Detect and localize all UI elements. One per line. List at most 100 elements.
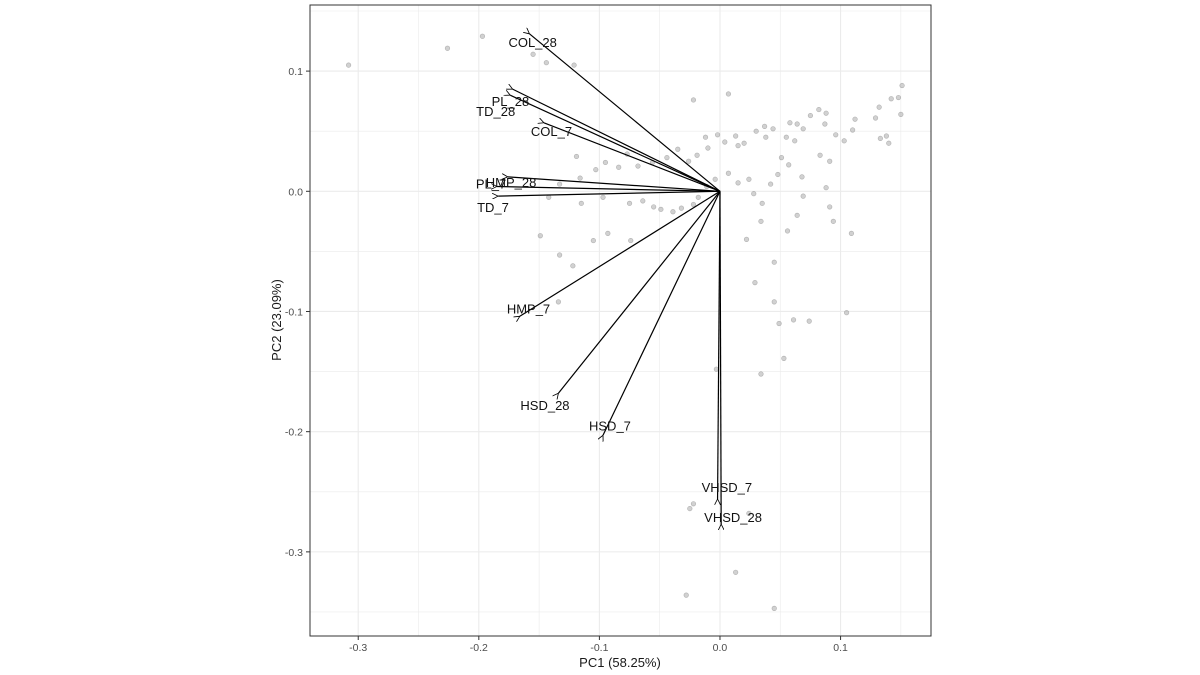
score-point: [705, 145, 711, 151]
score-point: [816, 106, 822, 113]
score-point: [616, 164, 622, 170]
score-point: [345, 62, 352, 68]
score-point: [758, 218, 764, 224]
x-tick-label: 0.1: [833, 642, 848, 654]
score-point: [537, 233, 543, 239]
score-point: [702, 134, 709, 140]
score-point: [600, 194, 606, 200]
x-axis-title: PC1 (58.25%): [579, 655, 661, 670]
loading-label: COL_28: [508, 35, 556, 50]
score-point: [752, 280, 758, 286]
score-point: [781, 355, 787, 361]
loading-arrows: [497, 34, 721, 524]
score-point: [783, 134, 789, 140]
score-point: [799, 174, 805, 180]
score-point: [713, 366, 719, 372]
score-point: [888, 96, 894, 102]
score-point: [651, 204, 657, 210]
score-point: [628, 237, 634, 244]
score-point: [687, 505, 693, 512]
score-point: [886, 140, 892, 146]
score-point: [530, 51, 536, 57]
score-point: [827, 158, 833, 164]
score-point: [751, 191, 757, 197]
score-point: [794, 121, 800, 127]
score-points: [345, 33, 905, 611]
score-point: [786, 162, 792, 168]
x-tick-label: 0.0: [713, 642, 728, 654]
score-point: [690, 201, 697, 208]
score-point: [664, 155, 670, 161]
score-point: [573, 153, 580, 160]
score-point: [753, 128, 759, 134]
score-point: [690, 501, 697, 507]
score-point: [683, 592, 689, 598]
score-point: [794, 212, 800, 218]
loading-label: TD_28: [476, 104, 515, 119]
score-point: [877, 135, 883, 142]
loading-arrow: [513, 89, 721, 192]
score-point: [817, 152, 823, 158]
score-point: [898, 111, 904, 117]
score-point: [635, 163, 641, 169]
score-point: [557, 181, 563, 187]
y-tick-label: -0.1: [285, 306, 303, 318]
score-point: [735, 180, 741, 186]
score-point: [872, 115, 879, 121]
score-point: [787, 120, 793, 126]
score-point: [640, 198, 646, 204]
score-point: [899, 82, 905, 89]
score-point: [444, 45, 451, 51]
loading-label: COL_7: [531, 124, 572, 139]
x-tick-label: -0.1: [590, 642, 608, 654]
score-point: [695, 194, 701, 200]
loading-label: PL_7: [476, 176, 506, 191]
score-point: [678, 205, 684, 211]
score-point: [775, 171, 781, 178]
score-point: [800, 193, 806, 199]
grid-lines: [310, 5, 931, 636]
score-point: [735, 143, 741, 149]
score-point: [577, 175, 583, 181]
loading-label: PL_28: [492, 94, 530, 109]
score-point: [743, 236, 750, 242]
score-point: [827, 204, 833, 210]
score-point: [658, 206, 664, 212]
loading-label: HSD_28: [520, 398, 569, 413]
score-point: [841, 138, 847, 144]
score-point: [763, 134, 769, 140]
loading-arrow: [520, 190, 721, 316]
score-point: [848, 230, 855, 236]
score-point: [807, 112, 814, 119]
score-point: [675, 146, 681, 152]
loading-arrow: [510, 95, 721, 192]
score-point: [725, 91, 732, 97]
score-point: [605, 230, 611, 236]
loading-label: HMP_7: [507, 301, 550, 316]
score-point: [578, 200, 584, 206]
score-point: [479, 33, 486, 39]
score-point: [771, 605, 777, 611]
score-point: [694, 152, 700, 158]
score-point: [555, 299, 562, 305]
score-point: [843, 310, 850, 316]
score-point: [895, 94, 902, 101]
score-point: [761, 123, 768, 129]
score-point: [771, 259, 777, 265]
loading-arrow: [603, 191, 721, 435]
score-point: [570, 263, 576, 269]
y-tick-label: -0.2: [285, 427, 303, 439]
loading-arrow: [497, 186, 720, 192]
score-point: [741, 140, 747, 146]
loading-label: VHSD_7: [702, 480, 753, 495]
score-point: [593, 167, 599, 173]
score-point: [850, 127, 856, 133]
score-point: [833, 132, 839, 138]
score-point: [602, 159, 609, 166]
plot-panel-border: [309, 4, 932, 637]
score-point: [883, 133, 889, 139]
score-point: [759, 200, 765, 206]
score-point: [733, 133, 739, 139]
